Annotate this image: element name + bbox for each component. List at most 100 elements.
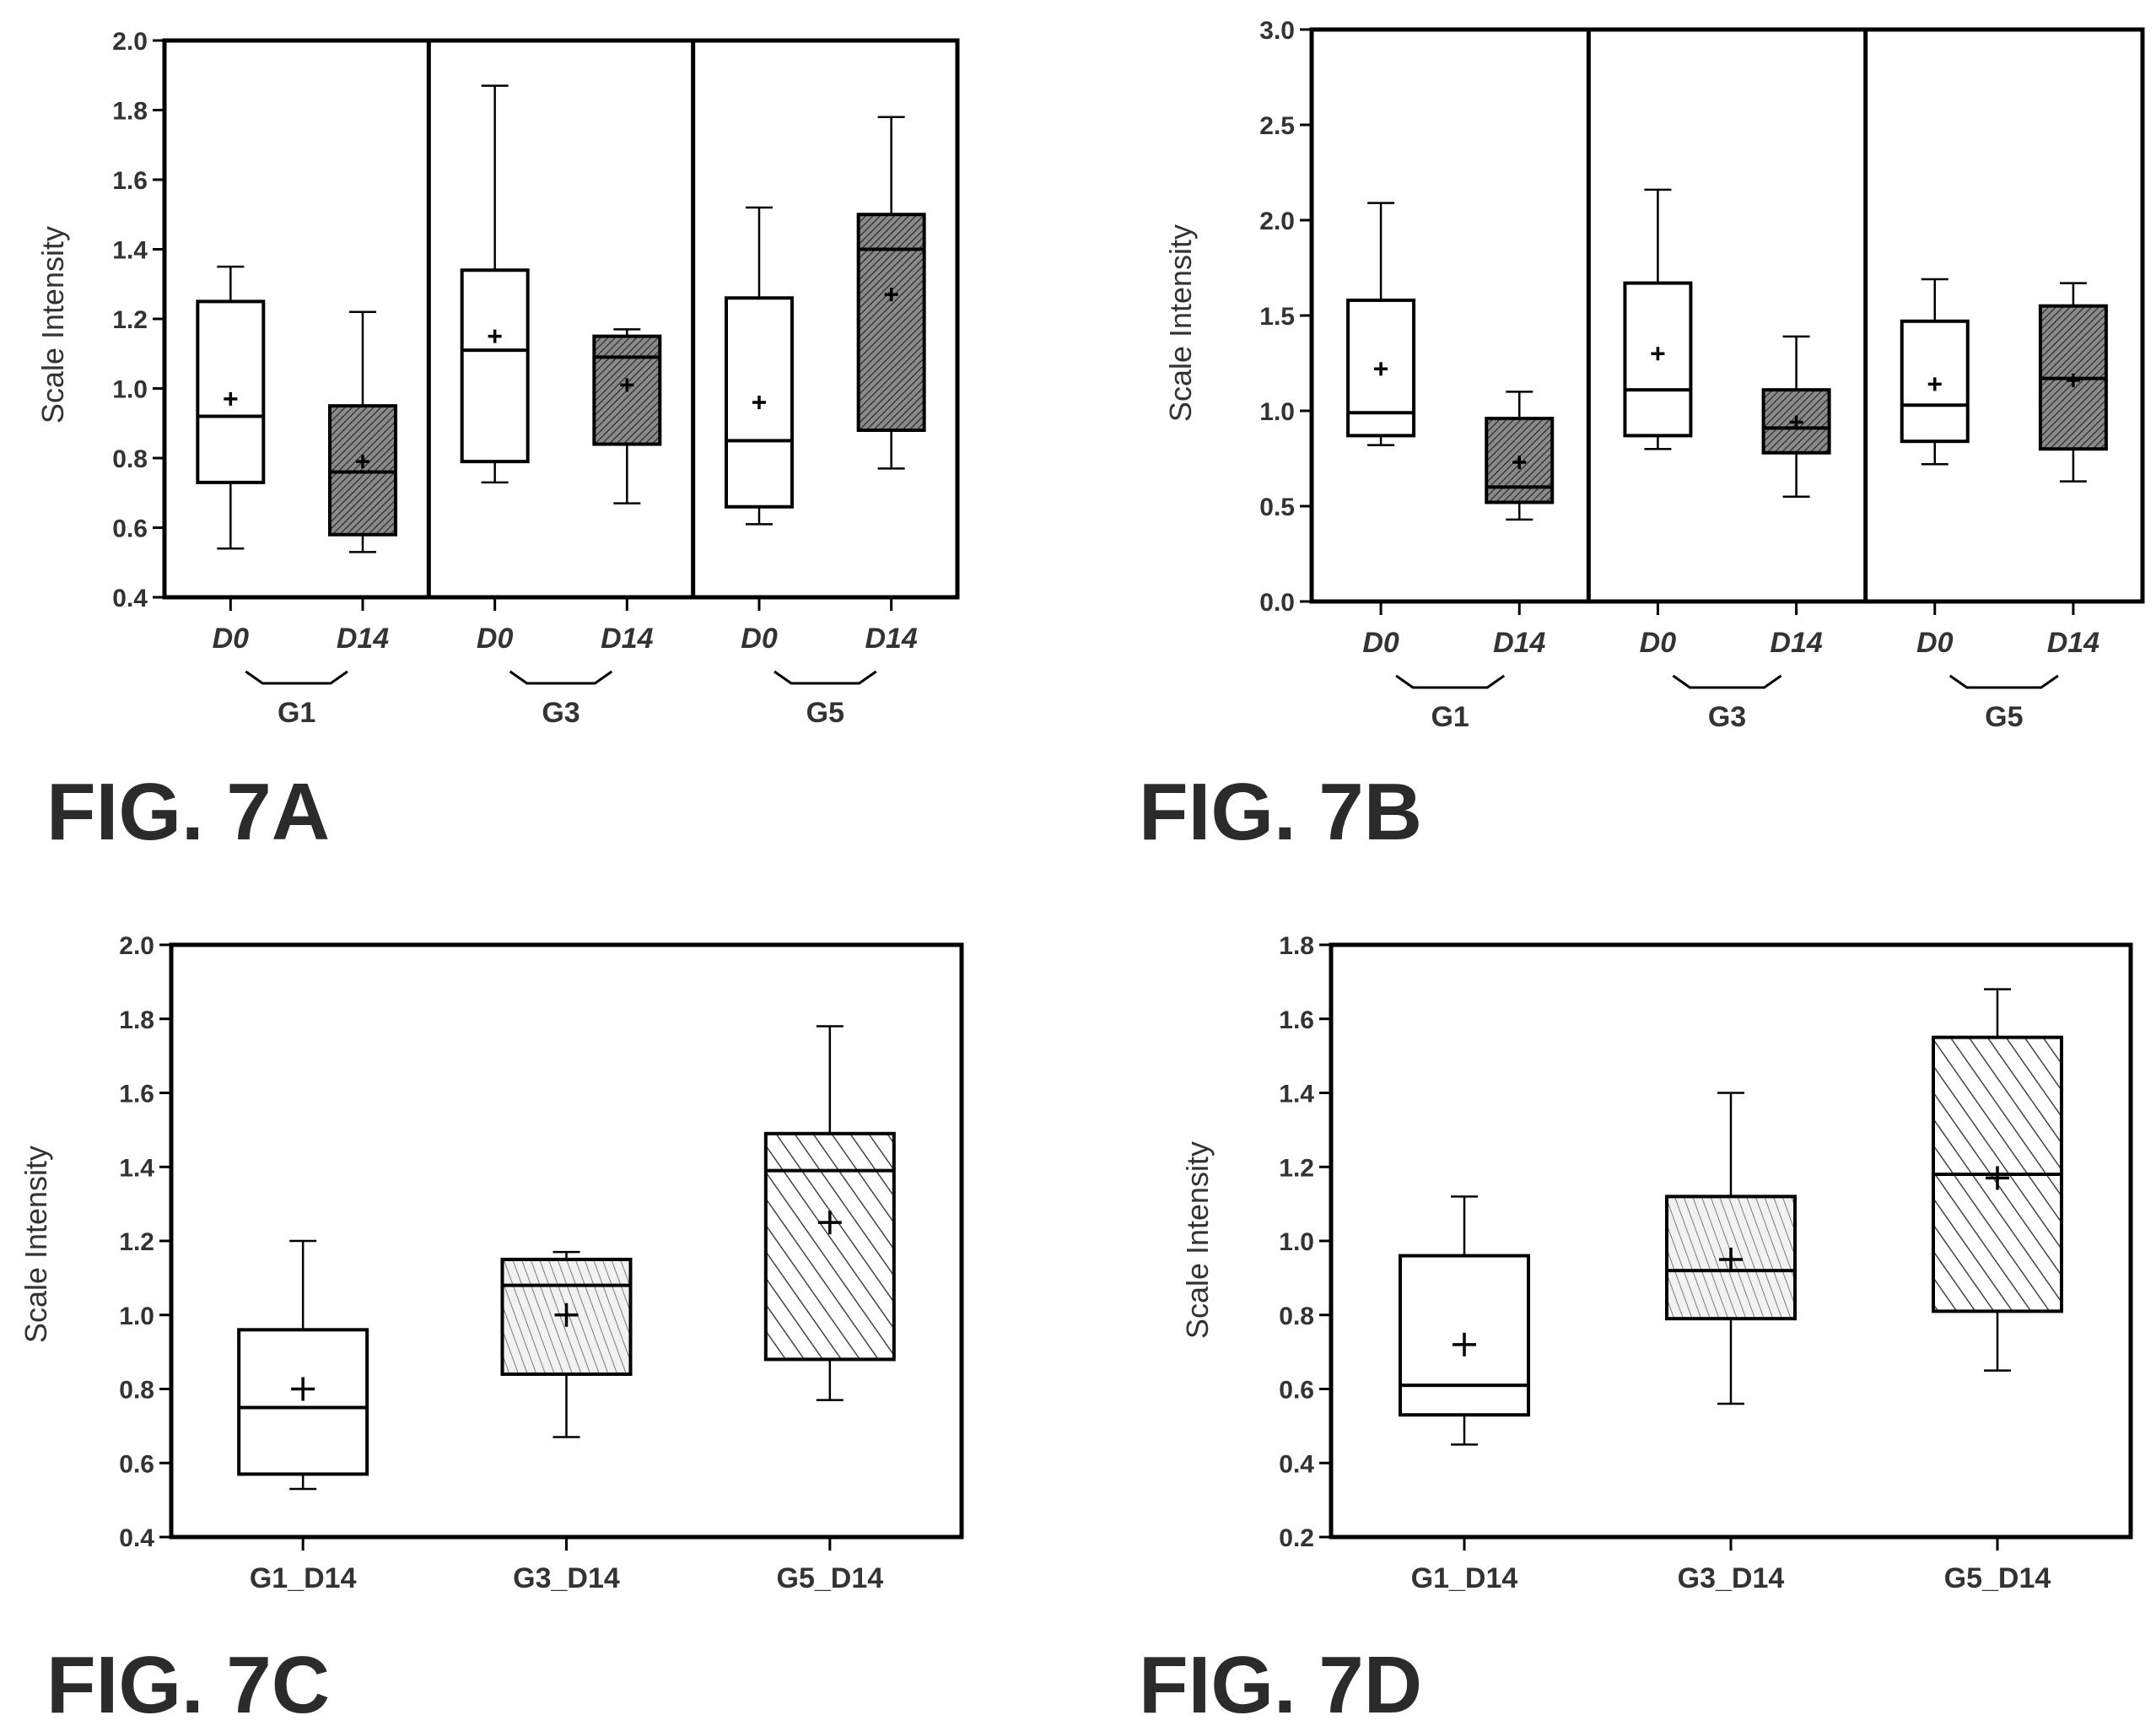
y-tick-label: 2.0 (112, 28, 148, 56)
y-tick-label: 0.2 (1279, 1524, 1314, 1552)
box-plot-d14: D14 (2038, 282, 2108, 659)
group-bracket (773, 670, 877, 685)
y-tick-label: 1.0 (1259, 398, 1295, 426)
y-tick-label: 2.5 (1259, 112, 1295, 140)
iqr-box (763, 1131, 896, 1362)
y-tick-label: 1.6 (1279, 1006, 1314, 1034)
plot-frame (1329, 942, 2133, 1540)
box-plot-g5-d14: G5_D14 (1932, 988, 2063, 1594)
figure-panel-7b: Scale Intensity FIG. 7B 0.0 0.5 1.0 1.5 2.0 2… (1139, 17, 2145, 857)
group-label: G3 (542, 697, 579, 729)
y-tick-label: 1.4 (119, 1154, 154, 1182)
y-axis-label: Scale Intensity (19, 1146, 53, 1343)
y-tick-label: 0.6 (119, 1450, 154, 1478)
box-plot-d14: D14 (592, 328, 662, 655)
y-tick-label: 0.8 (1279, 1303, 1314, 1330)
y-tick-label: 1.6 (119, 1081, 154, 1108)
x-tick-label: G5_D14 (777, 1562, 884, 1594)
y-tick-label: 1.0 (1279, 1228, 1314, 1256)
x-tick-label: D14 (1493, 627, 1545, 659)
x-tick-label: G5_D14 (1944, 1562, 2051, 1594)
x-tick-label: D0 (477, 623, 514, 655)
y-tick-label: 0.8 (119, 1377, 154, 1405)
y-tick-label: 0.5 (1259, 494, 1295, 521)
plot-frame (169, 942, 964, 1540)
group-label: G1 (278, 697, 315, 729)
figure-label: FIG. 7A (46, 767, 330, 857)
x-tick-label: D14 (1770, 627, 1822, 659)
group-label: G3 (1708, 701, 1746, 733)
plot-frame (162, 38, 960, 600)
x-tick-label: D0 (1916, 627, 1954, 659)
x-tick-label: G1_D14 (250, 1562, 357, 1594)
group-bracket (245, 670, 348, 685)
box-plot-g1-d14: G1_D14 (1399, 1195, 1530, 1594)
y-tick-label: 1.4 (112, 237, 148, 265)
group-label: G5 (806, 697, 844, 729)
y-tick-label: 1.2 (112, 306, 148, 334)
y-tick-label: 3.0 (1259, 17, 1295, 45)
y-tick-label: 1.5 (1259, 303, 1295, 331)
y-axis-label: Scale Intensity (35, 226, 70, 423)
figure-label: FIG. 7D (1139, 1640, 1422, 1726)
group-bracket (1948, 674, 2059, 689)
y-tick-label: 1.6 (112, 167, 148, 195)
y-tick-label: 1.2 (1279, 1154, 1314, 1182)
y-tick-label: 1.8 (112, 98, 148, 126)
x-tick-label: D0 (1362, 627, 1399, 659)
x-tick-label: G3_D14 (1678, 1562, 1785, 1594)
box-plot-d0: D0 (725, 206, 794, 655)
y-tick-label: 1.0 (119, 1303, 154, 1330)
box-plot-d0: D0 (1900, 278, 1970, 659)
group-label: G1 (1431, 701, 1469, 733)
figure-label: FIG. 7C (46, 1640, 330, 1726)
box-plot-g5-d14: G5_D14 (763, 1025, 896, 1594)
x-tick-label: D14 (865, 623, 917, 655)
x-tick-label: D0 (741, 623, 778, 655)
x-tick-label: D14 (601, 623, 653, 655)
y-tick-label: 0.8 (112, 445, 148, 473)
x-tick-label: D0 (1640, 627, 1677, 659)
box-plot-d14: D14 (328, 310, 397, 655)
figure-panel-7a: Scale Intensity FIG. 7A 0.4 0.6 0.8 1.0 1.2 1… (35, 28, 960, 857)
y-tick-label: 1.2 (119, 1228, 154, 1256)
plot-frame (1309, 27, 2145, 604)
group-bracket (1672, 674, 1782, 689)
box-plot-g3-d14: G3_D14 (1665, 1092, 1797, 1594)
y-tick-label: 1.4 (1279, 1081, 1314, 1108)
y-tick-label: 0.0 (1259, 589, 1295, 617)
y-tick-label: 1.8 (119, 1006, 154, 1034)
box-plot-d0: D0 (1623, 188, 1693, 659)
y-tick-label: 1.8 (1279, 932, 1314, 960)
figure-panel-7c: Scale Intensity FIG. 7C 0.4 0.6 0.8 1.0 1.2 1… (19, 932, 964, 1726)
y-tick-label: 0.6 (112, 515, 148, 543)
iqr-box (237, 1328, 369, 1476)
group-bracket (1395, 674, 1506, 689)
x-tick-label: D14 (337, 623, 389, 655)
y-tick-label: 2.0 (119, 932, 154, 960)
figure-label: FIG. 7B (1139, 767, 1422, 857)
y-tick-label: 1.0 (112, 376, 148, 404)
box-plot-d14: D14 (1761, 335, 1831, 659)
box-plot-g3-d14: G3_D14 (500, 1250, 633, 1594)
box-plot-g1-d14: G1_D14 (237, 1239, 369, 1594)
box-plot-d0: D0 (460, 84, 530, 655)
y-tick-label: 0.4 (1279, 1450, 1314, 1478)
box-plot-d14: D14 (1485, 391, 1555, 659)
x-tick-label: D0 (213, 623, 250, 655)
iqr-box (856, 213, 926, 432)
box-plot-d14: D14 (856, 116, 926, 655)
figure-panel-7d: Scale Intensity FIG. 7D 0.2 0.4 0.6 0.8 1.0 1… (1139, 932, 2133, 1726)
iqr-box (196, 299, 266, 484)
x-tick-label: D14 (2047, 627, 2099, 659)
y-axis-label: Scale Intensity (1163, 224, 1198, 422)
y-tick-label: 0.6 (1279, 1377, 1314, 1405)
group-bracket (509, 670, 613, 685)
group-label: G5 (1985, 701, 2023, 733)
box-plot-d0: D0 (1346, 202, 1416, 659)
iqr-box (460, 268, 530, 464)
iqr-box (1900, 319, 1970, 444)
y-tick-label: 2.0 (1259, 208, 1295, 235)
x-tick-label: G1_D14 (1411, 1562, 1518, 1594)
